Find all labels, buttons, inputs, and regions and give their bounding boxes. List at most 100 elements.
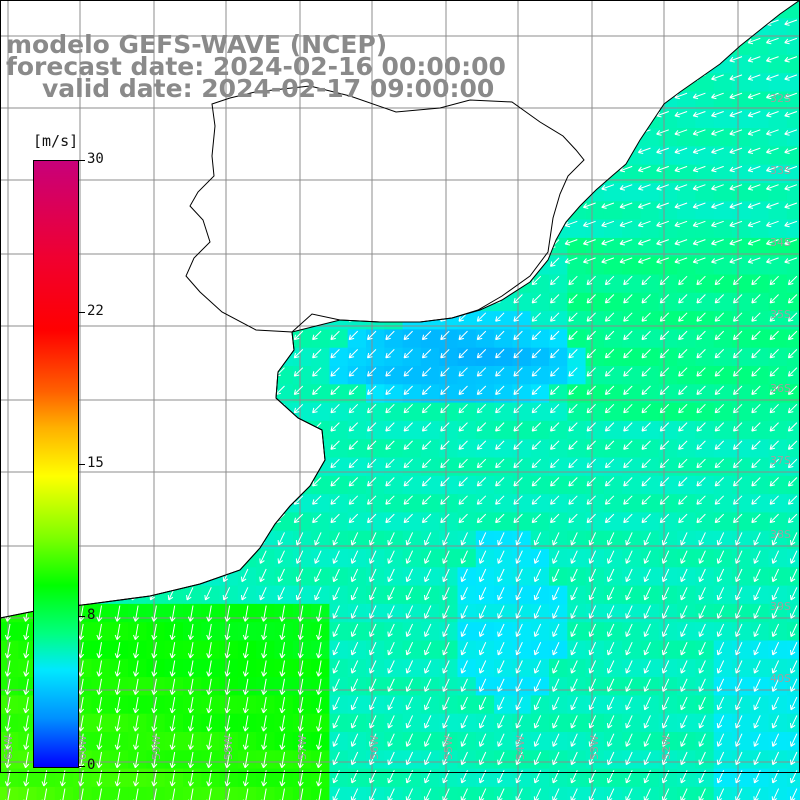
speed-cell bbox=[567, 237, 587, 257]
wind-arrow bbox=[385, 440, 395, 450]
wind-arrow bbox=[204, 587, 212, 601]
wind-arrow bbox=[369, 587, 377, 601]
wind-arrow bbox=[714, 495, 725, 505]
wind-arrow bbox=[387, 678, 395, 692]
wind-arrow bbox=[550, 403, 560, 414]
speed-cell bbox=[549, 274, 568, 294]
speed-cell bbox=[732, 109, 751, 129]
forecast-date: forecast date: 2024-02-16 00:00:00 bbox=[6, 52, 506, 81]
speed-cell bbox=[622, 475, 641, 495]
wind-arrow bbox=[96, 697, 103, 714]
wind-arrow bbox=[151, 715, 158, 732]
wind-arrow bbox=[588, 660, 597, 674]
wind-arrow bbox=[261, 697, 268, 714]
wind-arrow bbox=[729, 74, 743, 81]
speed-cell bbox=[457, 420, 477, 440]
wind-arrow bbox=[259, 550, 267, 564]
speed-cell bbox=[713, 256, 733, 275]
wind-arrow bbox=[714, 275, 725, 286]
wind-arrow bbox=[458, 367, 468, 377]
speed-cell bbox=[750, 311, 770, 330]
speed-cell bbox=[237, 640, 257, 660]
wind-arrow bbox=[151, 642, 158, 659]
wind-arrow bbox=[659, 458, 670, 469]
wind-arrow bbox=[151, 697, 158, 714]
wind-arrow bbox=[586, 477, 596, 487]
wind-arrow bbox=[623, 440, 633, 450]
latitude-label: 36S bbox=[770, 382, 791, 395]
wind-arrow bbox=[224, 715, 231, 732]
wind-arrow bbox=[206, 660, 213, 677]
wind-arrow bbox=[241, 587, 249, 601]
speed-cell bbox=[256, 695, 275, 715]
wind-arrow bbox=[714, 440, 725, 450]
wind-arrow bbox=[367, 403, 377, 414]
wind-arrow bbox=[332, 532, 340, 546]
wind-arrow bbox=[114, 660, 121, 677]
wind-arrow bbox=[735, 696, 743, 711]
wind-arrow bbox=[698, 605, 706, 619]
wind-arrow bbox=[478, 550, 487, 564]
wind-arrow bbox=[643, 623, 651, 638]
wind-arrow bbox=[550, 440, 560, 450]
speed-cell bbox=[585, 384, 605, 404]
wind-arrow bbox=[332, 641, 340, 656]
wind-arrow bbox=[753, 568, 761, 583]
wind-arrow bbox=[787, 349, 798, 359]
speed-cell bbox=[786, 18, 800, 38]
wind-arrow bbox=[771, 715, 780, 729]
speed-cell bbox=[420, 786, 440, 800]
speed-cell bbox=[622, 292, 641, 312]
speed-cell bbox=[786, 237, 800, 257]
wind-arrow bbox=[678, 275, 688, 286]
wind-arrow bbox=[169, 660, 176, 677]
speed-cell bbox=[183, 640, 202, 660]
speed-cell bbox=[18, 768, 38, 788]
speed-cell bbox=[750, 420, 770, 440]
wind-arrow bbox=[458, 477, 468, 487]
speed-cell bbox=[713, 183, 733, 202]
wind-arrow bbox=[771, 605, 780, 619]
wind-arrow bbox=[641, 275, 651, 286]
wind-arrow bbox=[766, 239, 779, 246]
wind-arrow bbox=[242, 660, 249, 677]
wind-arrow bbox=[515, 678, 523, 692]
wind-arrow bbox=[96, 733, 103, 750]
wind-arrow bbox=[187, 697, 194, 714]
wind-arrow bbox=[387, 623, 395, 638]
speed-cell bbox=[0, 750, 19, 770]
wind-arrow bbox=[696, 312, 706, 322]
speed-cell bbox=[329, 402, 349, 422]
wind-arrow bbox=[405, 696, 414, 711]
speed-cell bbox=[347, 329, 367, 349]
wind-arrow bbox=[385, 330, 395, 341]
speed-cell bbox=[567, 311, 587, 330]
speed-cell bbox=[732, 786, 751, 800]
wind-arrow bbox=[680, 660, 688, 674]
speed-cell bbox=[146, 695, 166, 715]
wind-arrow bbox=[692, 92, 706, 100]
wind-arrow bbox=[41, 788, 48, 800]
colorbar-label-8: 8 bbox=[87, 607, 96, 623]
speed-cell bbox=[713, 164, 733, 184]
wind-arrow bbox=[23, 678, 30, 695]
wind-arrow bbox=[661, 696, 670, 711]
speed-cell bbox=[128, 713, 147, 733]
wind-arrow bbox=[279, 642, 286, 659]
wind-arrow bbox=[151, 788, 158, 800]
wind-arrow bbox=[424, 587, 432, 601]
speed-cell bbox=[695, 91, 715, 111]
wind-arrow bbox=[711, 129, 724, 136]
wind-arrow bbox=[696, 403, 706, 414]
wind-arrow bbox=[550, 275, 560, 286]
speed-cell bbox=[768, 347, 788, 367]
speed-cell bbox=[640, 512, 660, 532]
wind-arrow bbox=[312, 330, 322, 341]
wind-arrow bbox=[293, 513, 304, 524]
wind-arrow bbox=[478, 623, 487, 638]
wind-arrow bbox=[588, 532, 597, 546]
wind-arrow bbox=[696, 385, 706, 395]
wind-arrow bbox=[623, 422, 633, 432]
speed-cell bbox=[677, 420, 696, 440]
